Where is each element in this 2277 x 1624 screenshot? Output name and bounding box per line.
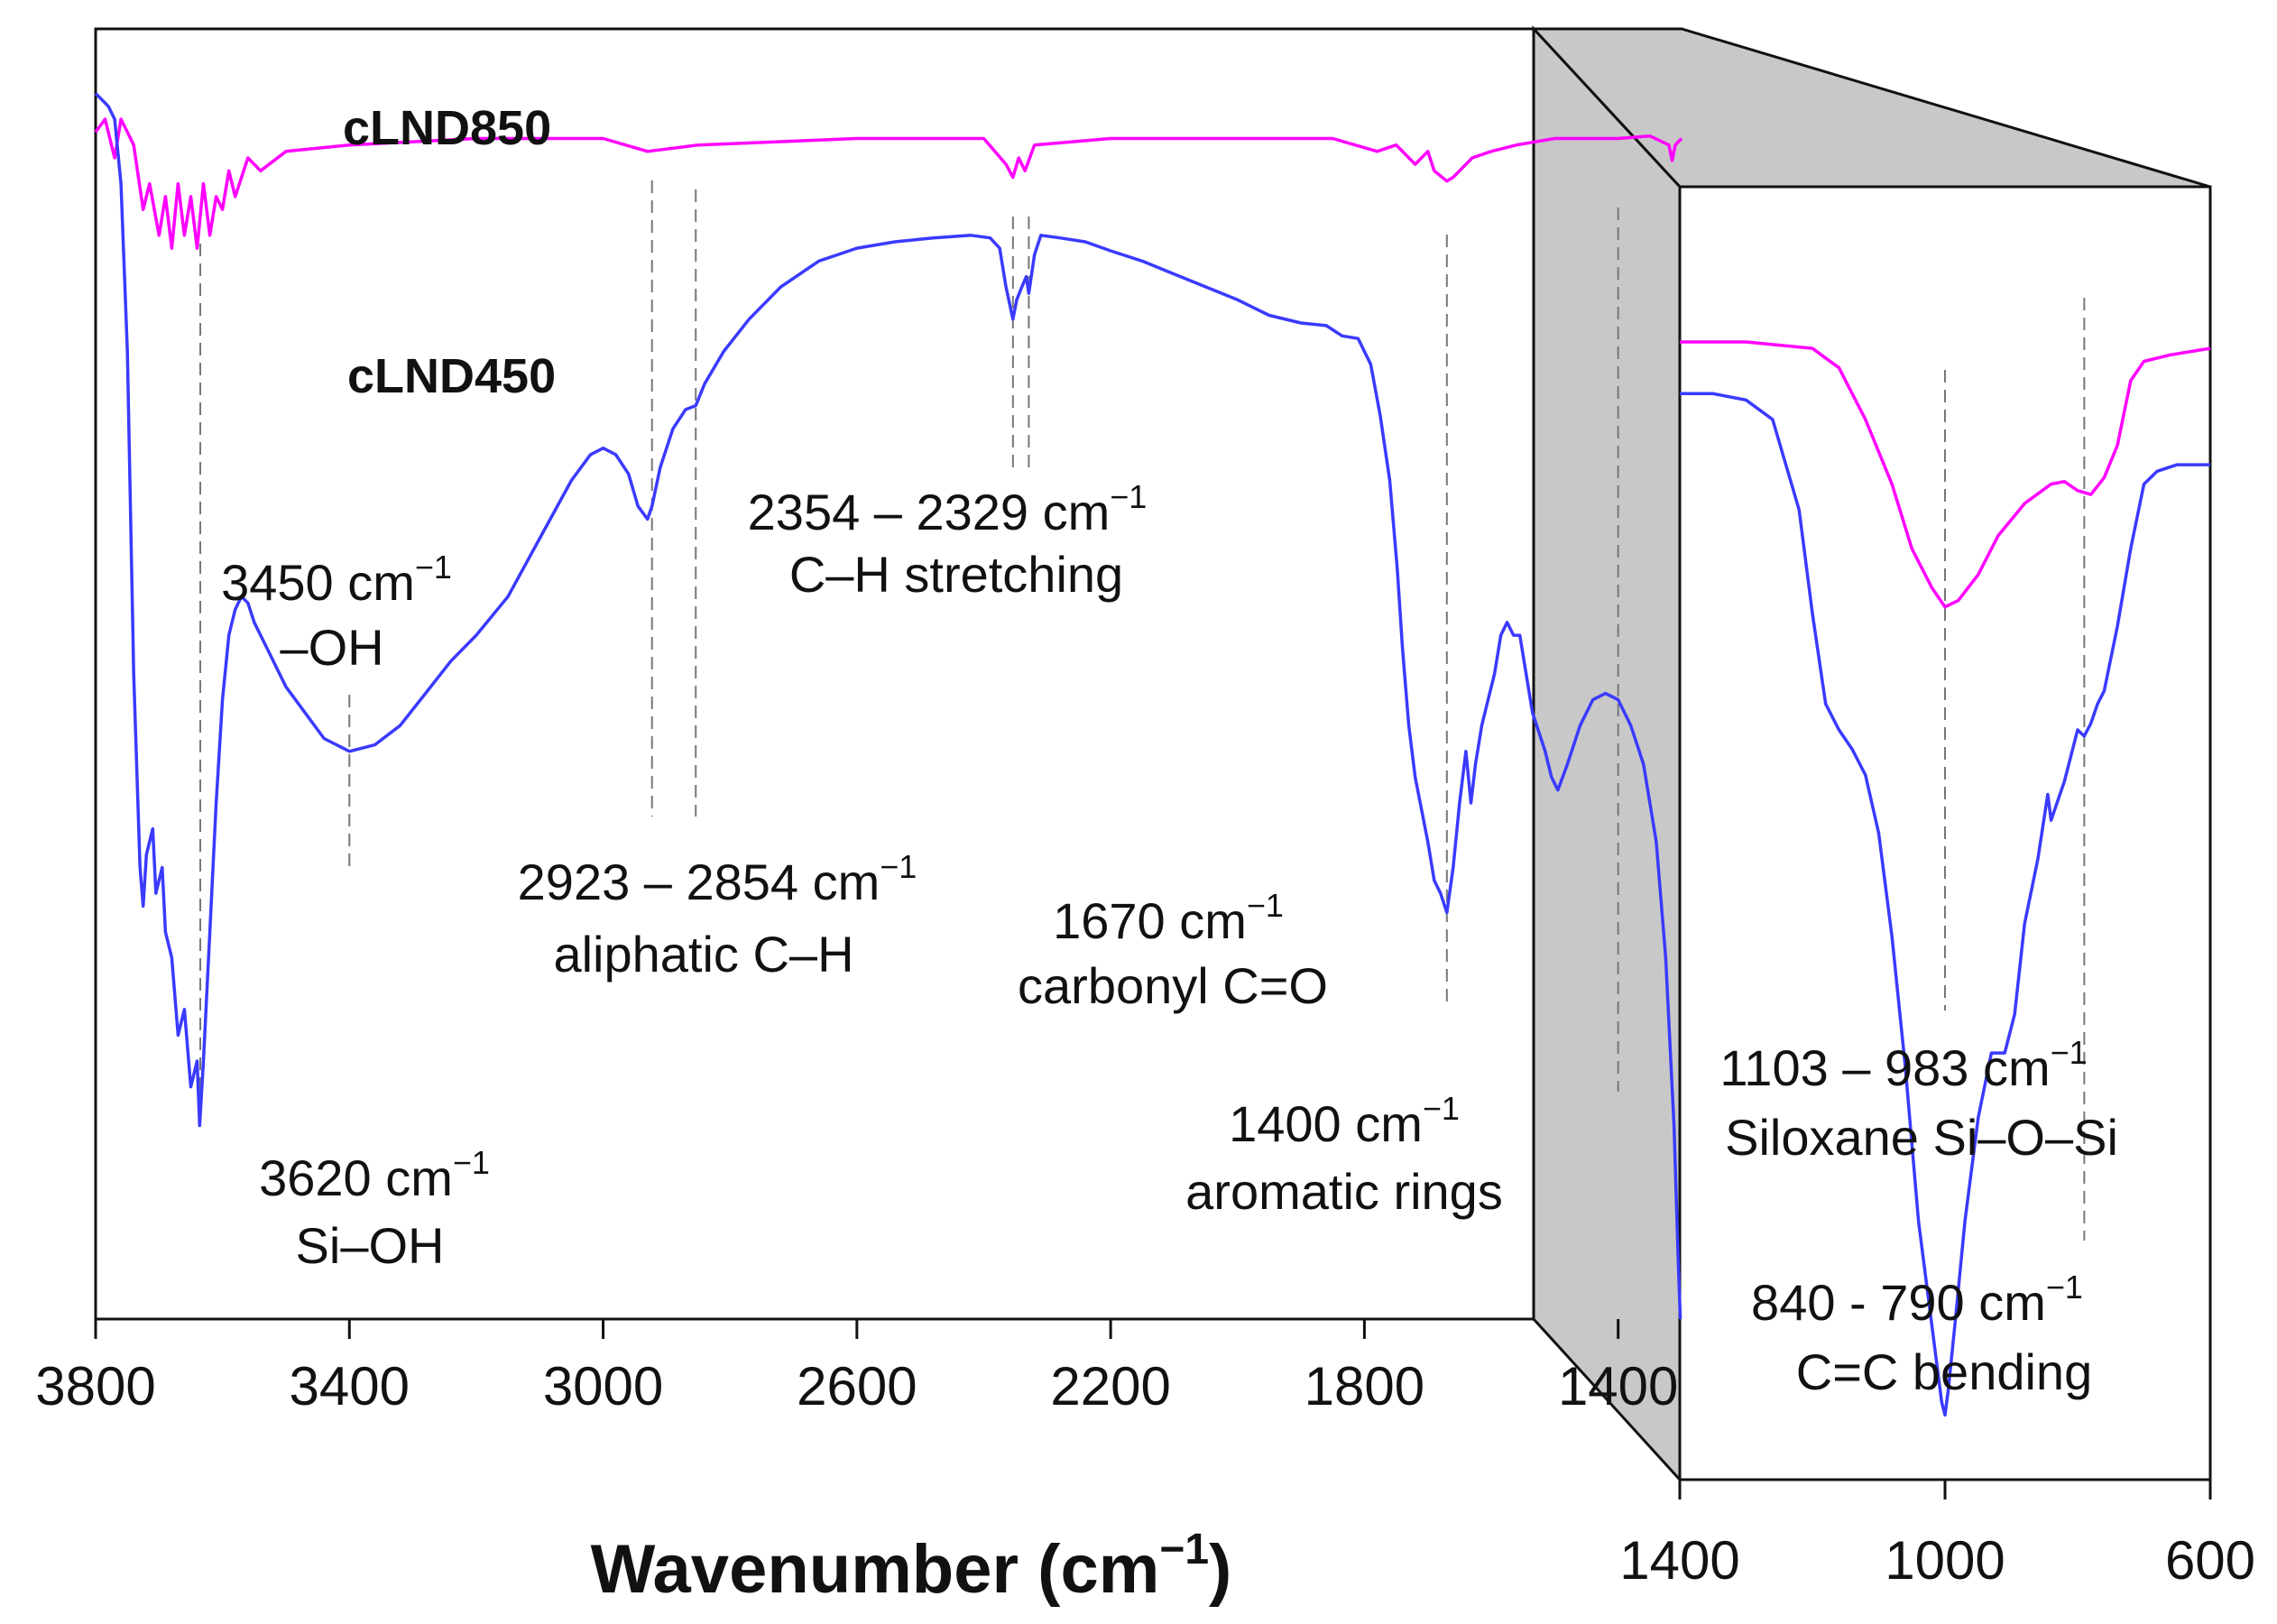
x-axis-title: Wavenumber (cm−1) <box>591 1526 1232 1608</box>
main-x-tick-label: 2200 <box>1050 1356 1170 1416</box>
inset-series-clnd850 <box>1680 340 2211 609</box>
annotation-siloxane-line2: Siloxane Si–O–Si <box>1725 1109 2118 1166</box>
main-x-tick-label: 1400 <box>1558 1356 1678 1416</box>
annotation-siloxane-line1: 1103 – 983 cm−1 <box>1719 1034 2087 1096</box>
annotation-carbonyl-line2: carbonyl C=O <box>1018 957 1328 1014</box>
inset-x-tick-label: 600 <box>2165 1530 2255 1591</box>
main-x-tick-label: 3000 <box>543 1356 663 1416</box>
series-label-clnd850: cLND850 <box>343 101 551 155</box>
main-series-group <box>94 92 1683 1320</box>
inset-series-group <box>1680 340 2211 1417</box>
annotation-oh-line1: 3450 cm−1 <box>221 549 452 611</box>
main-x-tick-label: 1800 <box>1304 1356 1424 1416</box>
inset-guide-lines <box>1944 298 2086 1241</box>
inset-series-clnd450 <box>1680 392 2210 1417</box>
annotation-aliphatic-line2: aliphatic C–H <box>553 926 853 983</box>
main-series-clnd450 <box>94 92 1682 1320</box>
main-guide-lines <box>199 180 1619 1101</box>
main-x-tick-label: 3800 <box>35 1356 155 1416</box>
series-label-clnd450: cLND450 <box>347 349 556 403</box>
inset-x-tick-label: 1000 <box>1885 1530 2005 1591</box>
annotation-cc-line1: 840 - 790 cm−1 <box>1751 1269 2083 1331</box>
main-series-clnd850 <box>94 117 1683 250</box>
annotation-oh-line2: –OH <box>280 619 383 676</box>
main-x-tick-label: 3400 <box>290 1356 410 1416</box>
annotation-carbonyl-line1: 1670 cm−1 <box>1053 887 1284 949</box>
annotation-aromatic-line1: 1400 cm−1 <box>1229 1090 1460 1152</box>
inset-x-tick-label: 1400 <box>1619 1530 1739 1591</box>
annotation-sioh-line1: 3620 cm−1 <box>259 1144 490 1206</box>
annotation-sioh-line2: Si–OH <box>296 1217 445 1274</box>
annotation-ch-line1: 2354 – 2329 cm−1 <box>748 478 1148 540</box>
inset-connector-side-face <box>1532 25 1682 1483</box>
annotation-ch-line2: C–H stretching <box>789 546 1123 603</box>
annotation-cc-line2: C=C bending <box>1796 1343 2092 1400</box>
annotation-aromatic-line2: aromatic rings <box>1185 1163 1503 1220</box>
main-x-axis: 3800 3400 3000 2600 2200 1800 1400 <box>35 1319 1678 1416</box>
inset-x-axis: 1400 1000 600 <box>1619 1480 2255 1591</box>
main-x-tick-label: 2600 <box>797 1356 917 1416</box>
annotation-aliphatic-line1: 2923 – 2854 cm−1 <box>518 848 917 910</box>
